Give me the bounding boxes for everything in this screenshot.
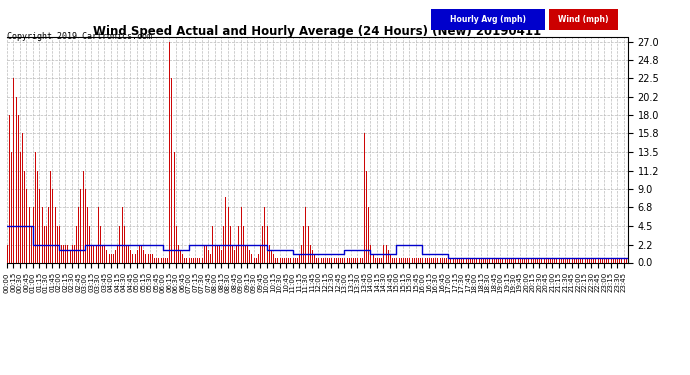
Text: Copyright 2019 Cartronics.com: Copyright 2019 Cartronics.com [7,32,152,41]
Text: Wind (mph): Wind (mph) [558,15,609,24]
Text: Hourly Avg (mph): Hourly Avg (mph) [450,15,526,24]
Title: Wind Speed Actual and Hourly Average (24 Hours) (New) 20190411: Wind Speed Actual and Hourly Average (24… [93,24,542,38]
